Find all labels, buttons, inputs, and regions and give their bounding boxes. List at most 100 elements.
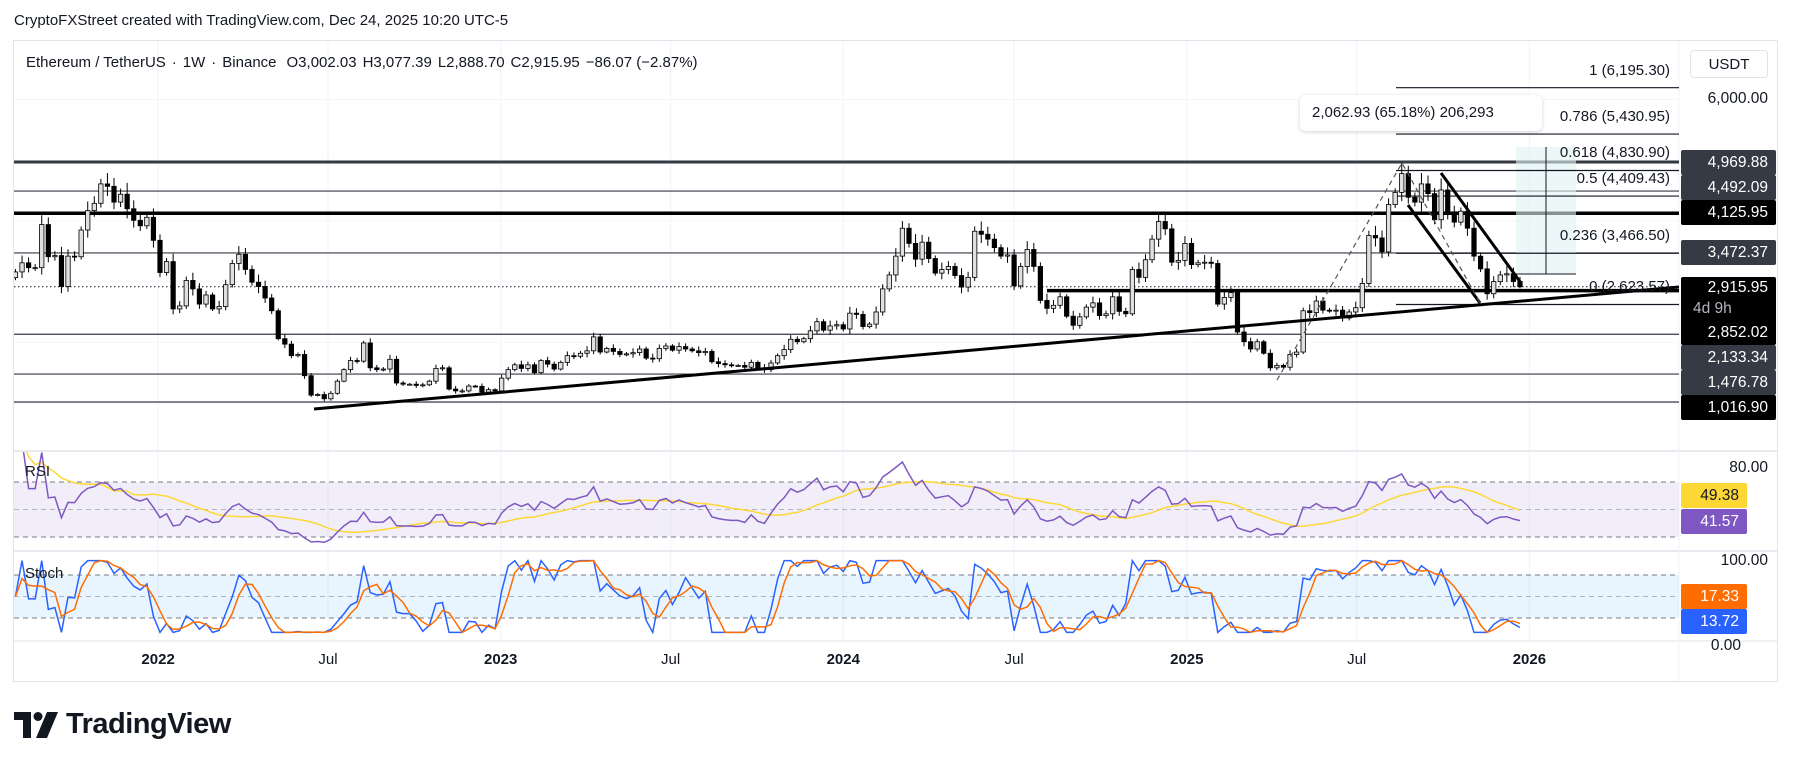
candle [1504, 273, 1510, 276]
candle [1096, 302, 1103, 317]
candle [413, 383, 419, 386]
candle [1320, 300, 1326, 311]
candle [104, 183, 111, 187]
candle [472, 385, 478, 388]
price-label-1016: 1,016.90 [1681, 395, 1776, 420]
price-label-4125: 4,125.95 [1681, 200, 1776, 225]
rsi-ma-value: 49.38 [1681, 483, 1747, 508]
candle [702, 351, 708, 354]
ascending-trendline[interactable] [313, 285, 1679, 411]
candle [1379, 237, 1385, 253]
candle [236, 253, 242, 264]
price-label-1476: 1,476.78 [1681, 370, 1776, 395]
candle [32, 267, 38, 270]
candle [906, 227, 912, 244]
candle [1064, 296, 1070, 317]
candle [387, 358, 393, 370]
candle [91, 202, 97, 212]
candle [288, 343, 295, 357]
price-label-2852: 2,852.02 [1681, 320, 1776, 345]
legend-symbol[interactable]: Ethereum / TetherUS [26, 54, 166, 71]
candle [1208, 261, 1214, 264]
candle [1188, 242, 1195, 266]
candle [945, 266, 952, 270]
time-axis-tick: 2024 [826, 651, 860, 668]
legend-low: L2,888.70 [437, 54, 505, 71]
fib-swing-dashed-line[interactable] [1276, 161, 1481, 381]
candle [433, 368, 439, 382]
candle [131, 208, 137, 221]
time-axis-tick: 2026 [1512, 651, 1547, 668]
candle [551, 363, 557, 370]
candle [426, 380, 432, 386]
candle [209, 294, 216, 310]
current-price: 2,915.95 [1707, 279, 1768, 296]
candle [1129, 269, 1135, 315]
candle [899, 227, 906, 257]
candle [1110, 296, 1116, 315]
candle [617, 351, 623, 355]
candle [623, 353, 630, 356]
candle [255, 281, 262, 287]
candle [847, 312, 853, 330]
candle [794, 338, 800, 343]
candle [709, 351, 715, 363]
currency-button[interactable]: USDT [1690, 50, 1768, 78]
fib-level-label: 0.236 (3,466.50) [1559, 227, 1670, 245]
symbol-legend[interactable]: Ethereum / TetherUS · 1W · Binance O3,002.03 H… [26, 54, 704, 71]
candle [728, 364, 735, 367]
rsi-tick-80: 80.00 [1729, 459, 1768, 476]
candle [216, 306, 222, 310]
channel-upper-line[interactable] [1439, 172, 1523, 284]
candle [1202, 261, 1208, 264]
candle [78, 229, 84, 258]
time-axis-tick: Jul [318, 651, 338, 668]
candle [249, 269, 255, 283]
candle [25, 262, 32, 269]
candle [1412, 196, 1418, 203]
candle [564, 355, 570, 363]
candle [1156, 221, 1162, 240]
candle [1326, 309, 1333, 312]
candle [853, 312, 860, 315]
candle [196, 288, 203, 305]
candle [347, 360, 354, 371]
rsi-ma-line [25, 452, 1521, 534]
candle [183, 280, 189, 307]
candle [696, 350, 702, 354]
candle [1031, 249, 1037, 267]
fib-level-label: 0 (2,623.57) [1589, 278, 1670, 296]
candle [1090, 302, 1096, 308]
candle [453, 388, 459, 392]
stoch-d-value: 17.33 [1681, 584, 1747, 609]
candle [1307, 310, 1313, 313]
legend-exchange: Binance [222, 54, 277, 71]
candle [1248, 341, 1254, 350]
candle [1228, 292, 1234, 298]
candle [85, 210, 91, 231]
tradingview-logo-text: TradingView [66, 708, 231, 740]
candle [499, 377, 505, 392]
rsi-title[interactable]: RSI [25, 463, 51, 480]
price-label-3472: 3,472.37 [1681, 240, 1776, 265]
candle [170, 261, 176, 310]
candle [1261, 341, 1267, 354]
stoch-title[interactable]: Stoch [25, 565, 64, 582]
candle [117, 193, 124, 203]
candle [604, 347, 610, 353]
time-axis-tick: Jul [1347, 651, 1367, 668]
candle [886, 274, 892, 290]
tradingview-logo[interactable]: TradingView [14, 708, 231, 741]
candle [919, 241, 925, 260]
time-axis-tick: 2022 [141, 651, 175, 668]
channel-lower-line[interactable] [1406, 204, 1482, 304]
candle [801, 338, 807, 343]
candle [1425, 183, 1431, 195]
candle [1254, 341, 1260, 350]
candle [459, 390, 465, 393]
legend-interval[interactable]: 1W [182, 54, 206, 71]
candle [912, 242, 919, 260]
candle [1182, 242, 1188, 261]
candle [774, 355, 781, 364]
